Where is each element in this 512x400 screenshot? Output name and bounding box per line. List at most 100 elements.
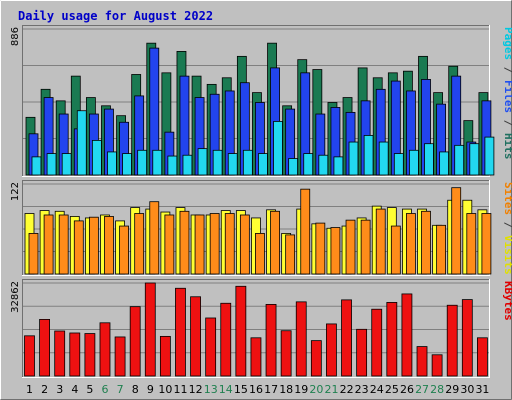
panel-visits-sites: 122 Sites / Visits [10,180,512,276]
bar-sites-day-25 [390,225,401,275]
day-label-27: 27 [415,383,429,396]
chart-panels: 886 Pages / Files / Hits 122 Sites / Visits… [10,25,512,378]
bar-pages-day-29 [454,144,465,176]
day-label-20: 20 [309,383,323,396]
day-label-1: 1 [26,383,33,396]
bar-kbytes-day-20 [310,340,322,377]
bar-sites-day-24 [375,208,386,275]
bar-kbytes-day-10 [159,335,171,377]
bar-pages-day-1 [31,156,42,176]
bar-kbytes-day-24 [371,308,383,377]
legend-label-visits-sites: Sites / Visits [502,182,512,275]
legend-segment: Sites [502,182,512,215]
bar-sites-day-23 [360,219,371,275]
bar-sites-day-13 [209,213,220,275]
bar-sites-day-30 [466,213,477,275]
bar-kbytes-day-25 [386,302,398,377]
bar-kbytes-day-19 [295,301,307,377]
day-label-5: 5 [86,383,93,396]
day-label-17: 17 [264,383,278,396]
bar-pages-day-30 [469,143,480,176]
bar-kbytes-day-6 [99,322,111,377]
bar-pages-day-27 [424,143,434,176]
bar-sites-day-14 [224,213,235,275]
day-label-23: 23 [355,383,369,396]
day-label-11: 11 [174,383,188,396]
bar-pages-day-13 [212,149,223,176]
bar-sites-day-26 [406,213,416,275]
bar-kbytes-day-1 [24,335,35,377]
day-label-31: 31 [475,383,489,396]
bar-pages-day-21 [333,156,344,176]
legend-label-kbytes: KBytes [502,281,512,321]
day-label-13: 13 [204,383,218,396]
bar-pages-day-25 [393,153,404,176]
bar-sites-day-15 [239,214,250,275]
bar-pages-day-12 [197,148,208,176]
bar-kbytes-day-28 [431,354,443,377]
bar-kbytes-day-3 [54,330,66,377]
day-label-2: 2 [41,383,48,396]
bar-sites-day-12 [194,214,205,275]
y-max-label-hits-files-pages: 886 [10,27,21,46]
bar-pages-day-7 [122,153,132,176]
legend-segment: / [502,215,512,235]
bar-pages-day-23 [363,135,374,176]
day-label-4: 4 [71,383,78,396]
bar-pages-day-11 [182,154,193,176]
y-max-label-kbytes: 32862 [10,281,21,313]
bar-kbytes-day-26 [401,293,413,377]
bar-kbytes-day-4 [69,332,81,377]
bar-pages-day-16 [258,153,268,176]
bar-kbytes-day-17 [265,304,277,377]
bar-pages-day-4 [76,110,87,176]
bar-sites-day-7 [119,225,129,275]
bar-pages-day-3 [61,153,72,176]
bar-sites-day-28 [436,224,447,275]
bar-kbytes-day-30 [461,299,473,377]
day-label-15: 15 [234,383,248,396]
bar-kbytes-day-18 [280,330,292,377]
bar-kbytes-day-16 [250,337,262,377]
day-label-28: 28 [430,383,444,396]
day-label-16: 16 [249,383,263,396]
legend-label-hits-files-pages: Pages / Files / Hits [502,27,512,160]
bar-pages-day-19 [303,153,314,176]
bar-sites-day-11 [179,210,190,275]
bar-kbytes-day-23 [356,328,368,377]
bar-pages-day-14 [227,153,238,176]
bar-pages-day-9 [152,149,163,176]
legend-segment: Hits [502,133,512,160]
legend-segment: Visits [502,235,512,275]
bar-kbytes-day-15 [235,285,247,377]
day-label-25: 25 [385,383,399,396]
day-label-14: 14 [219,383,233,396]
bar-kbytes-day-21 [326,323,337,377]
bar-sites-day-16 [255,233,265,275]
legend-segment: KBytes [502,281,512,321]
bar-pages-day-18 [288,158,299,176]
legend-segment: Pages [502,27,512,60]
bar-pages-day-26 [409,149,419,176]
panel-kbytes: 32862 KBytes [10,279,512,378]
bar-sites-day-29 [451,187,462,275]
day-label-3: 3 [56,383,63,396]
bar-kbytes-day-11 [175,287,186,377]
day-label-9: 9 [147,383,154,396]
day-label-10: 10 [158,383,172,396]
bar-pages-day-31 [484,136,495,176]
legend-segment: / [502,113,512,133]
day-label-22: 22 [340,383,354,396]
day-label-19: 19 [294,383,308,396]
bar-pages-day-2 [46,153,57,176]
bar-kbytes-day-12 [190,296,201,377]
bar-pages-day-15 [242,149,253,176]
bar-pages-day-20 [318,154,329,176]
bar-sites-day-2 [43,214,54,275]
bar-kbytes-day-2 [39,318,50,377]
bar-kbytes-day-31 [477,337,488,377]
day-label-8: 8 [132,383,139,396]
bar-sites-day-5 [88,216,99,275]
chart-title: Daily usage for August 2022 [18,9,213,23]
